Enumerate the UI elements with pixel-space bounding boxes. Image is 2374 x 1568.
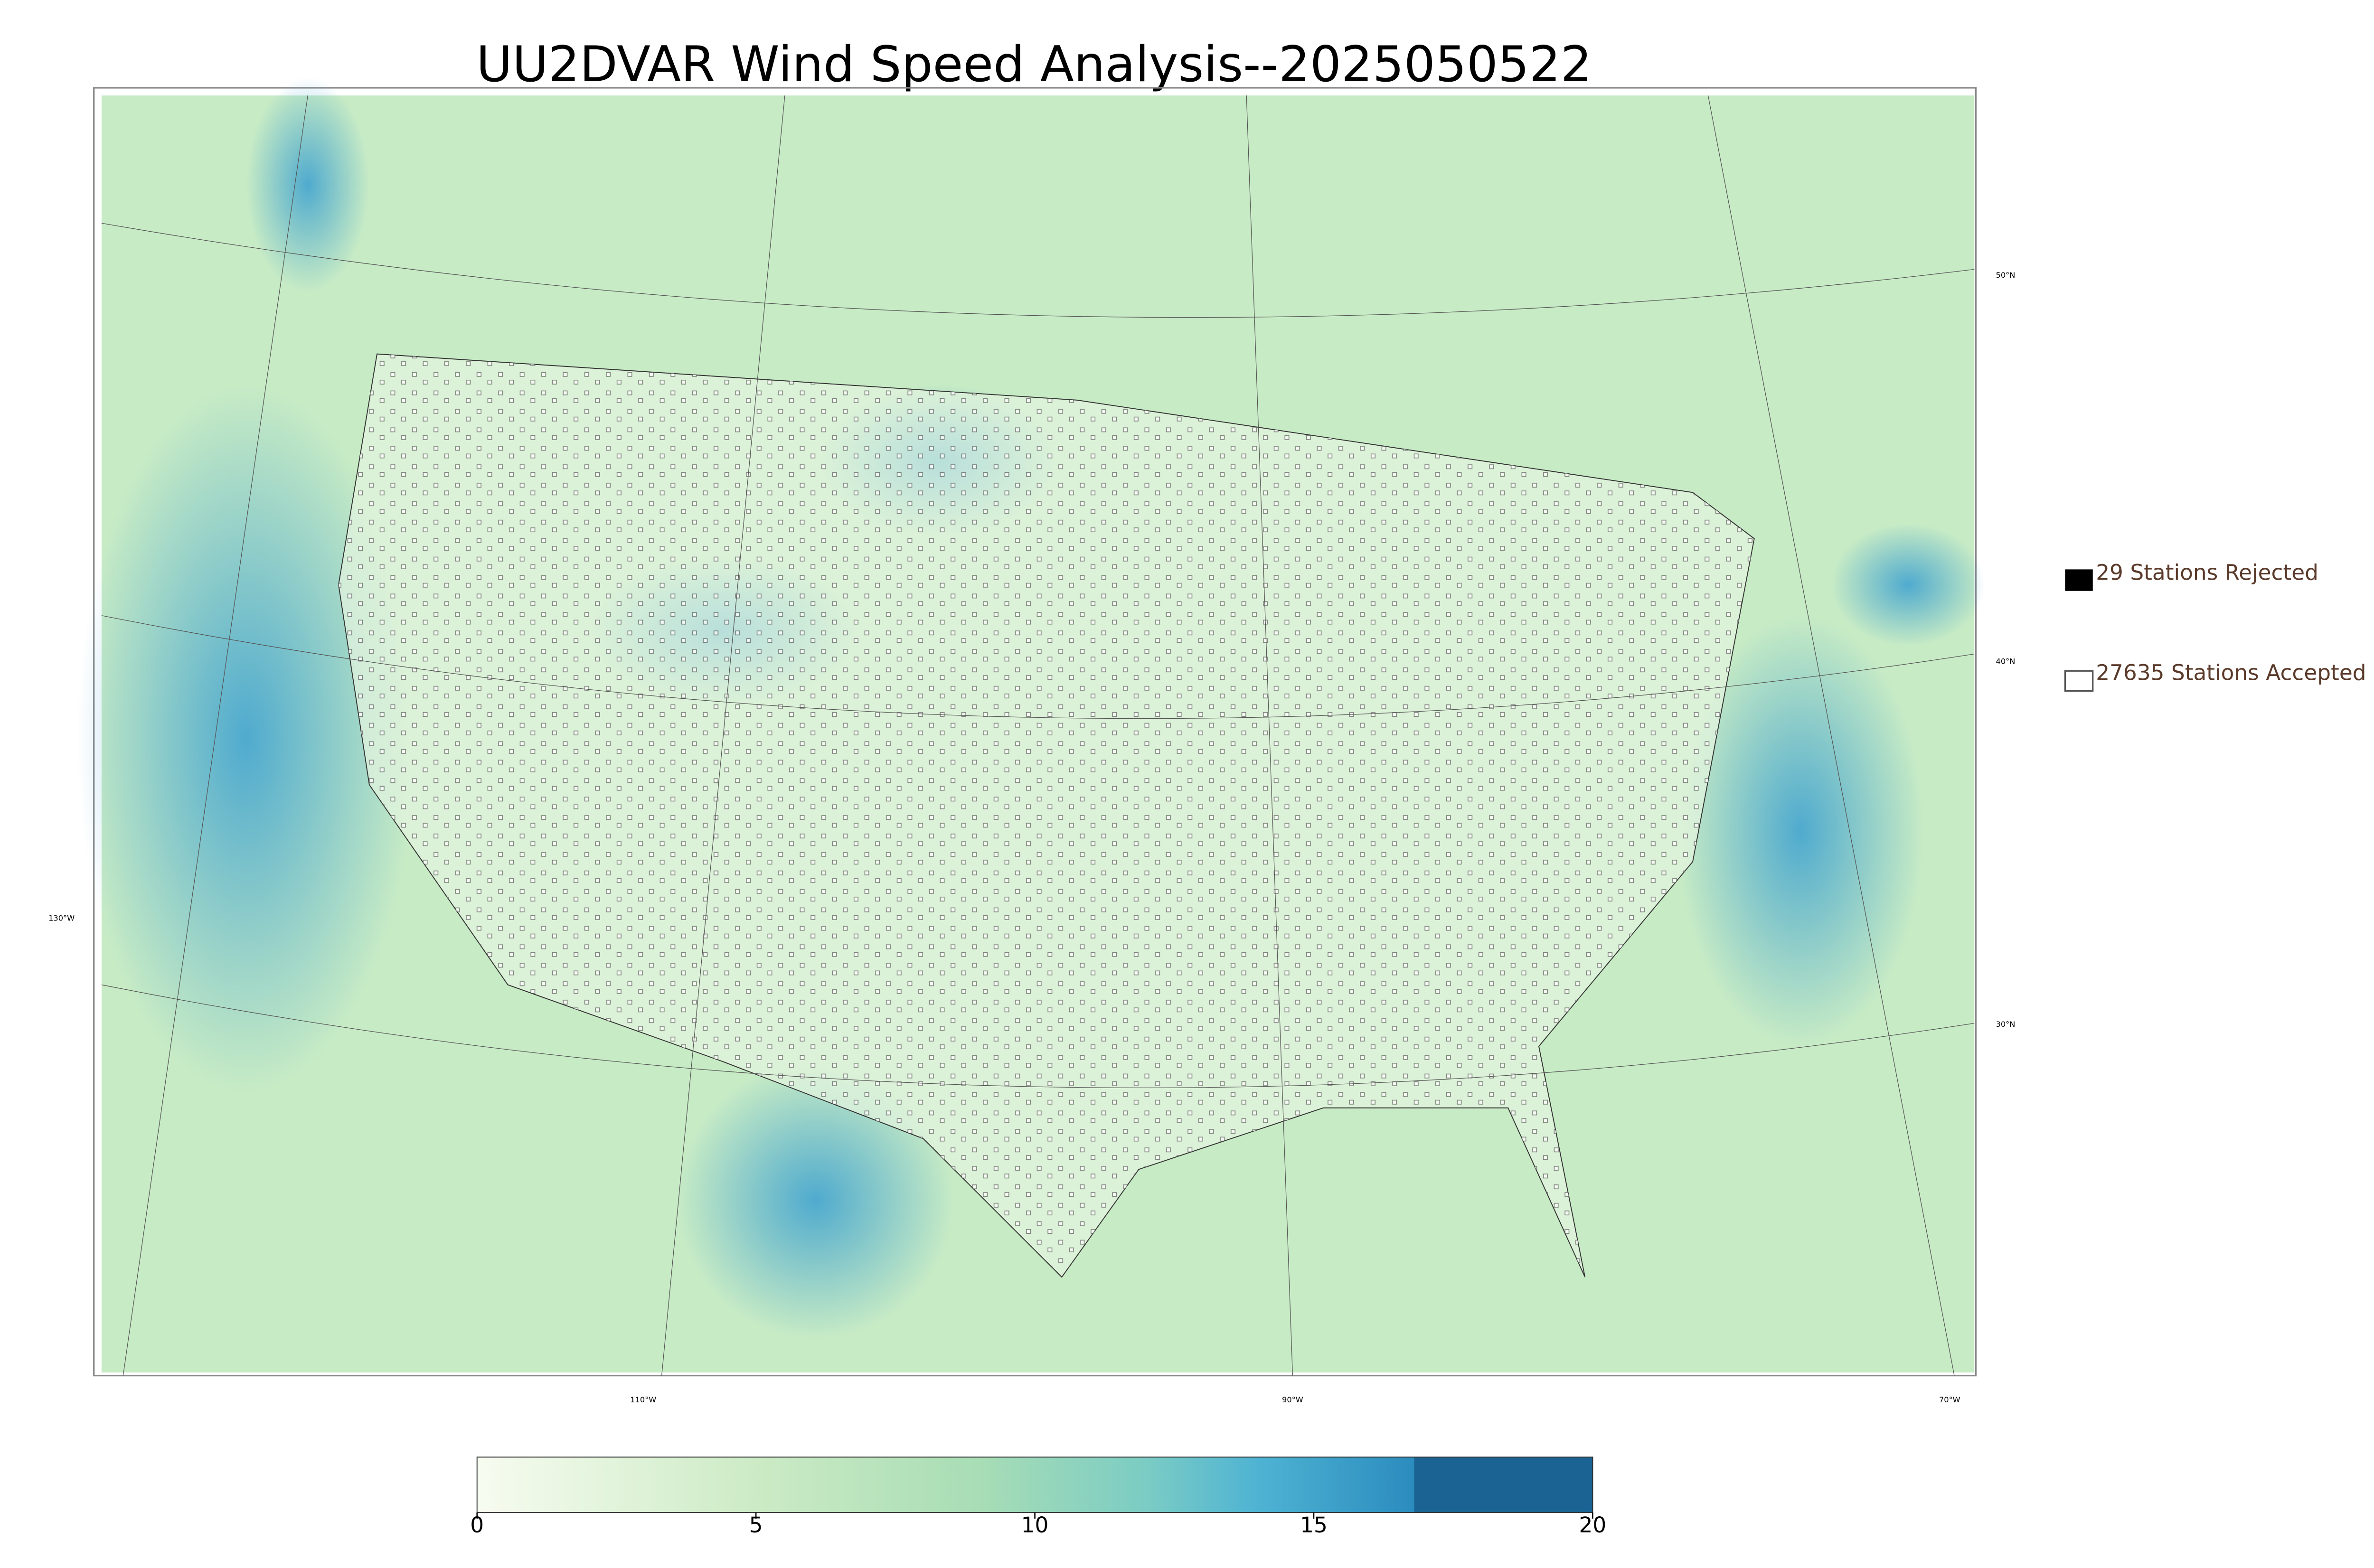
- longitude-label: 70°W: [1939, 1395, 1960, 1404]
- latitude-label: 30°N: [1996, 1020, 2016, 1029]
- tick-label: 15: [1300, 1512, 1328, 1538]
- tick-label: 20: [1579, 1512, 1607, 1538]
- tick-label: 0: [470, 1512, 484, 1538]
- colorbar: [476, 1456, 1593, 1513]
- legend-swatch-accepted: [2064, 670, 2094, 692]
- latitude-label: 50°N: [1996, 271, 2016, 280]
- title: UU2DVAR Wind Speed Analysis--2025050522: [476, 36, 1592, 93]
- longitude-label: 90°W: [1282, 1395, 1303, 1404]
- longitude-label: 130°W: [48, 914, 75, 923]
- longitude-label: 110°W: [630, 1395, 656, 1404]
- legend-label: 27635 Stations Accepted: [2096, 660, 2366, 685]
- tick-label: 5: [749, 1512, 763, 1538]
- legend-label: 29 Stations Rejected: [2096, 560, 2318, 585]
- legend-swatch-rejected: [2065, 569, 2093, 591]
- latitude-label: 40°N: [1996, 657, 2016, 666]
- tick-label: 10: [1021, 1512, 1049, 1538]
- graticule: 50°N 40°N 30°N 130°W 110°W 90°W 70°W: [48, 271, 2015, 1404]
- colorbar-ticks: 0 5 10 15 20: [470, 1512, 1606, 1538]
- legend: 29 Stations Rejected 27635 Stations Acce…: [2064, 560, 2366, 692]
- map-area: [77, 77, 1985, 1376]
